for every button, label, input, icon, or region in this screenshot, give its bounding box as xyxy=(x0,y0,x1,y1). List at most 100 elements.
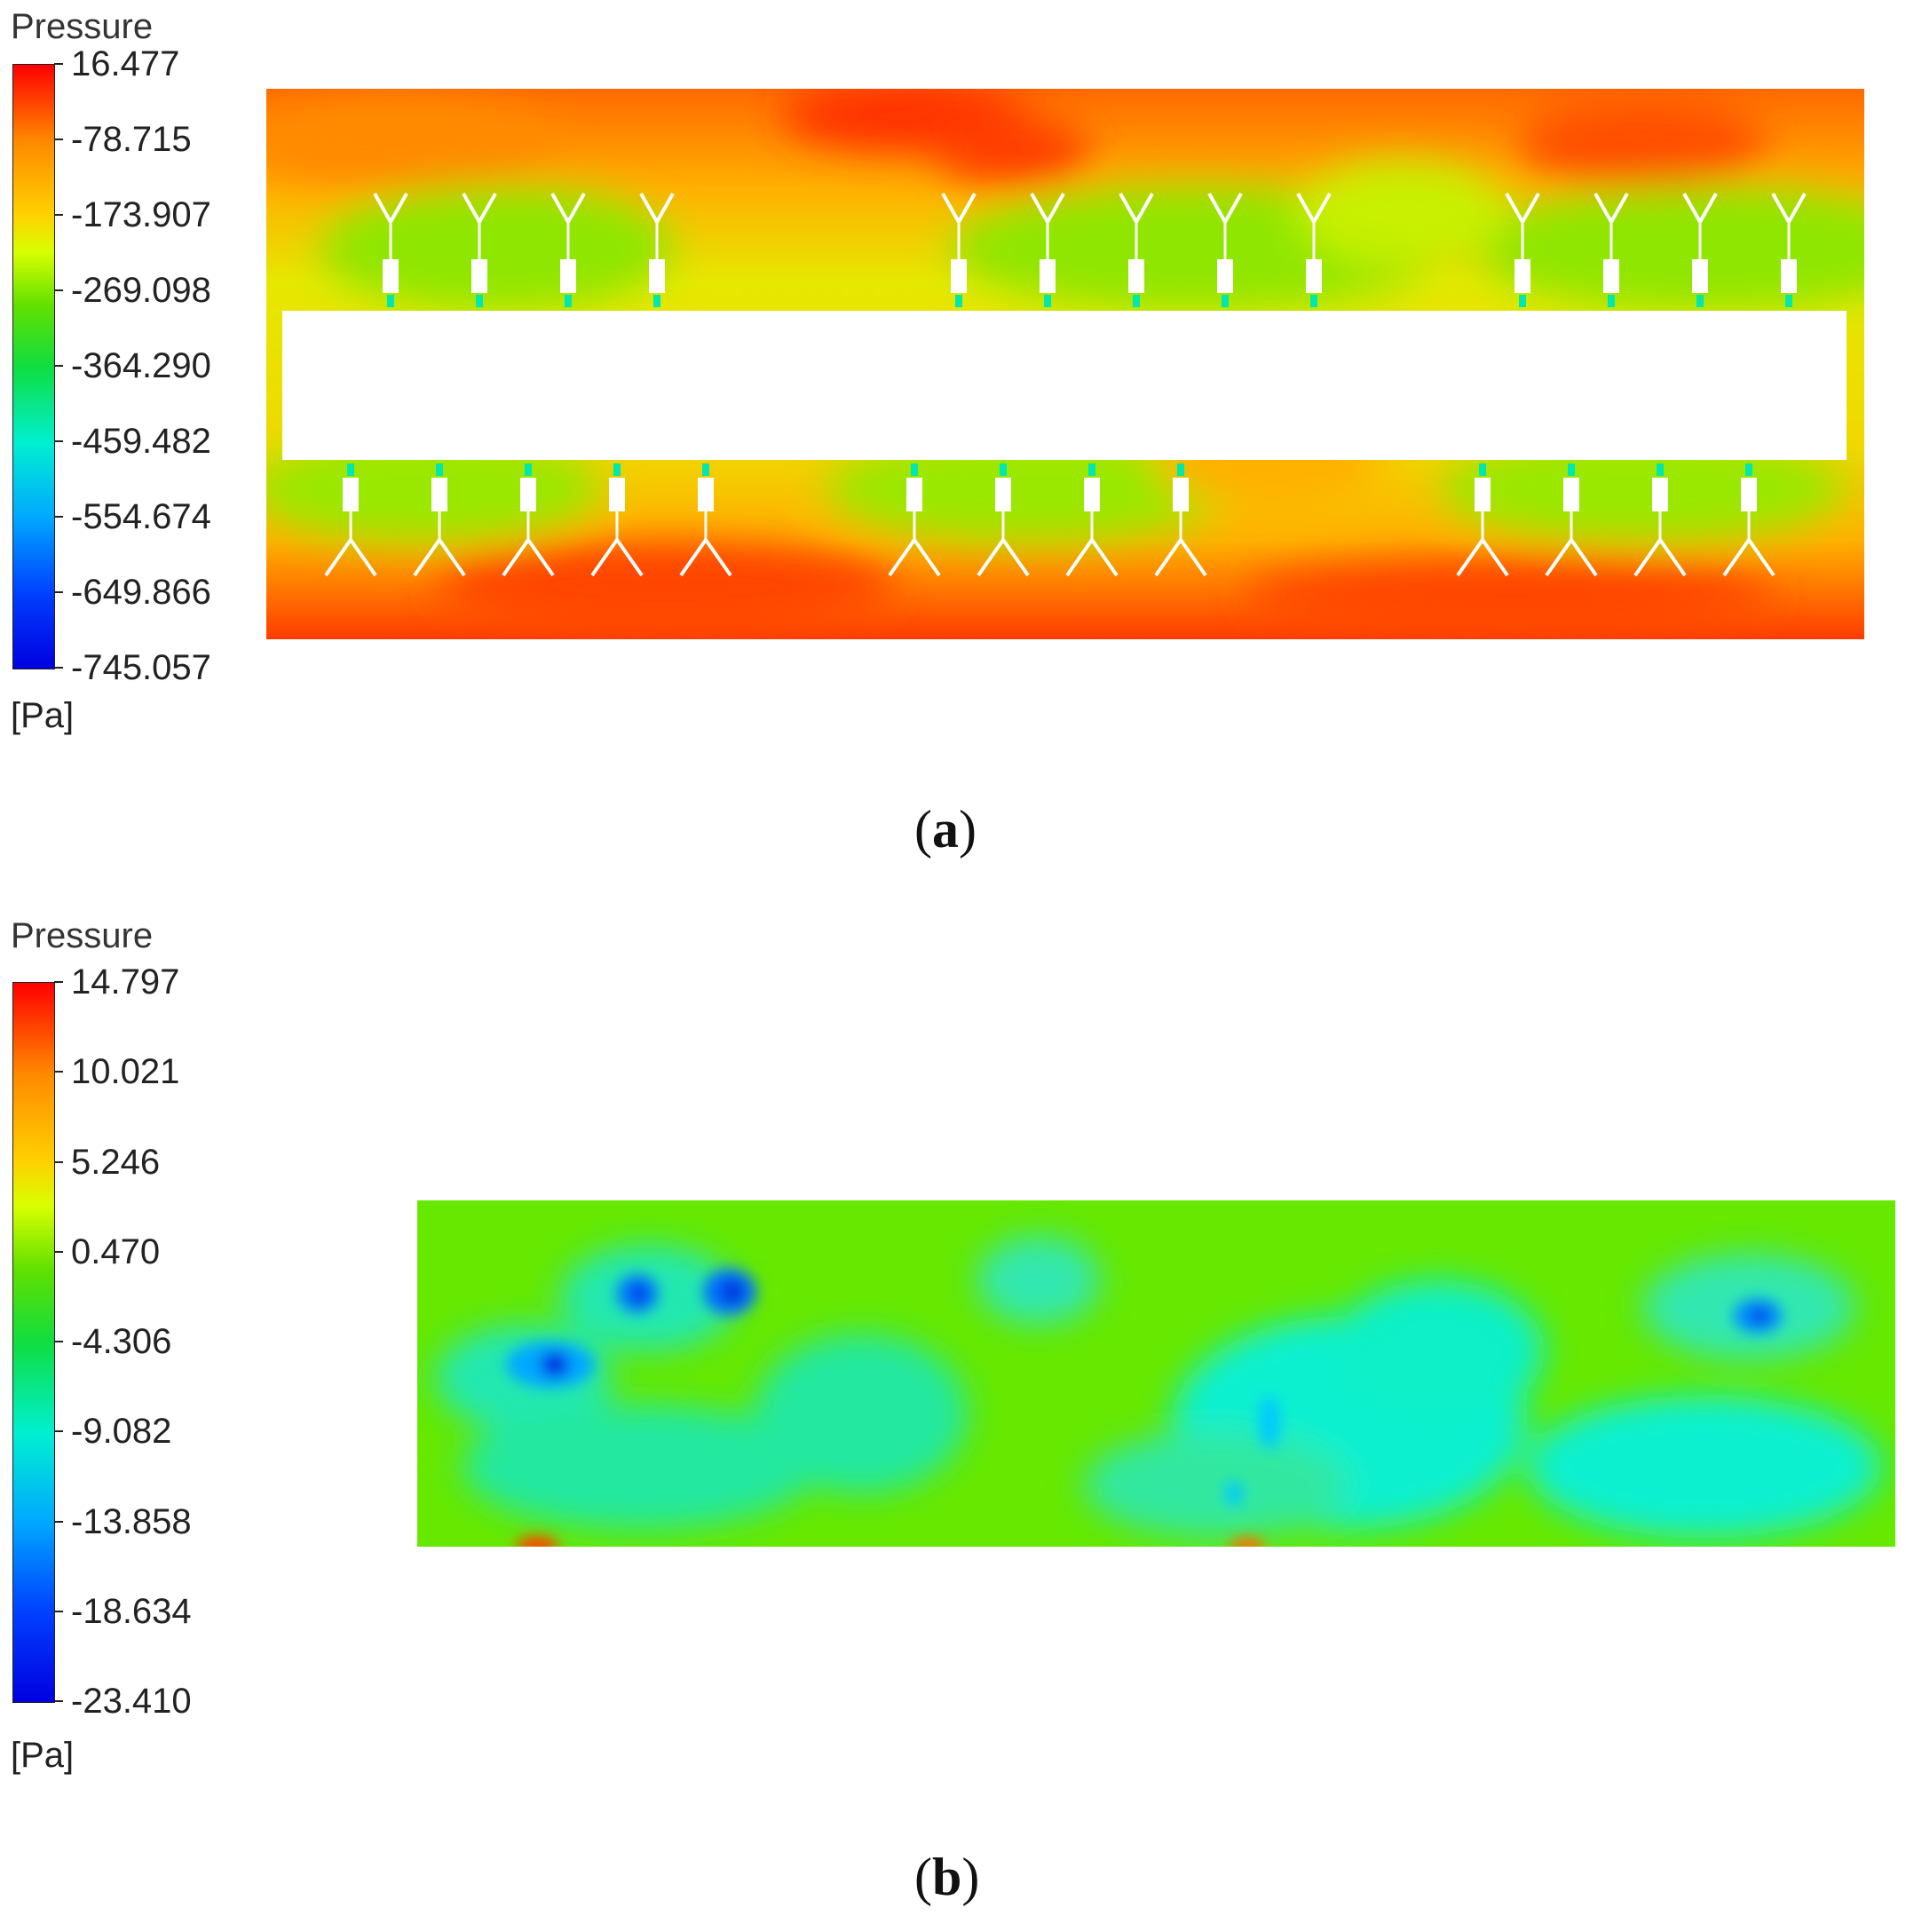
nozzle-body xyxy=(471,259,487,293)
nozzle-outlet xyxy=(347,463,354,476)
nozzle-vane xyxy=(1223,193,1243,223)
nozzle-vane xyxy=(1001,538,1030,577)
nozzle-body xyxy=(649,259,665,293)
colorbar-tick xyxy=(54,1430,63,1433)
colorbar-tick-label: -4.306 xyxy=(71,1322,172,1361)
colorbar-tick xyxy=(54,214,63,216)
colorbar-a xyxy=(12,64,55,669)
colorbar-tick-label: -173.907 xyxy=(71,195,211,234)
pressure-field-a xyxy=(266,89,1864,639)
nozzle-vane xyxy=(1594,193,1613,223)
nozzle-outlet xyxy=(1044,295,1051,307)
nozzle-vane xyxy=(957,193,977,223)
nozzle-body xyxy=(609,478,625,511)
colorbar-tick-label: -78.715 xyxy=(71,120,192,159)
nozzle-vane xyxy=(1481,538,1509,577)
colorbar-tick xyxy=(54,1700,63,1702)
pressure-field-b xyxy=(417,1200,1895,1547)
nozzle-vane xyxy=(438,538,466,577)
nozzle-body xyxy=(1563,478,1579,511)
nozzle-body xyxy=(1603,259,1619,293)
nozzle-outlet xyxy=(1479,463,1486,476)
nozzle-body xyxy=(1084,478,1100,511)
nozzle-outlet xyxy=(565,295,572,307)
nozzle-body xyxy=(1515,259,1530,293)
colorbar-tick xyxy=(54,1341,63,1342)
nozzle-outlet xyxy=(387,295,394,307)
nozzle-vane xyxy=(1545,538,1573,577)
nozzle-outlet xyxy=(476,295,483,307)
nozzle-body xyxy=(1652,478,1668,511)
colorbar-tick xyxy=(54,1160,63,1163)
nozzle-vane xyxy=(1505,193,1524,223)
colorbar-title: Pressure xyxy=(11,7,154,46)
nozzle-outlet xyxy=(702,463,709,476)
colorbar-tick-label: -269.098 xyxy=(71,271,211,310)
nozzle-outlet xyxy=(1696,295,1704,307)
nozzle-body xyxy=(520,478,536,511)
nozzle-array xyxy=(324,193,1807,577)
colorbar-tick-label: -364.290 xyxy=(71,346,211,385)
colorbar-tick xyxy=(54,139,63,140)
nozzle-vane xyxy=(502,538,530,577)
nozzle-vane xyxy=(324,538,352,577)
field-blobs xyxy=(435,1236,1882,1538)
colorbar-tick xyxy=(54,591,63,593)
nozzle-vane xyxy=(679,538,708,577)
colorbar-tick xyxy=(54,667,63,669)
panel-caption-b: (b) xyxy=(914,1848,980,1906)
nozzle-outlet xyxy=(436,463,443,476)
colorbar-title: Pressure xyxy=(11,916,154,955)
nozzle-vane xyxy=(913,538,941,577)
nozzle-body xyxy=(995,478,1011,511)
colorbar-tick xyxy=(54,1071,63,1073)
nozzle-body xyxy=(1306,259,1322,293)
nozzle-body xyxy=(343,478,359,511)
nozzle-body xyxy=(560,259,576,293)
nozzle-vane xyxy=(1787,193,1807,223)
nozzle-vane xyxy=(1090,538,1119,577)
nozzle-vane xyxy=(655,193,675,223)
nozzle-outlet xyxy=(955,295,962,307)
nozzle-body xyxy=(1040,259,1056,293)
nozzle-body xyxy=(1692,259,1708,293)
colorbar-tick xyxy=(54,63,63,65)
nozzle-body xyxy=(383,259,399,293)
nozzle-vane xyxy=(1154,538,1182,577)
nozzle-outlet xyxy=(1088,463,1095,476)
nozzle-vane xyxy=(1722,538,1751,577)
nozzle-body xyxy=(1217,259,1233,293)
colorbar-tick-label: -459.482 xyxy=(71,422,211,461)
nozzle-outlet xyxy=(1608,295,1615,307)
nozzle-vane xyxy=(1456,538,1484,577)
nozzle-vane xyxy=(566,193,586,223)
nozzle-vane xyxy=(1119,193,1138,223)
nozzle-vane xyxy=(462,193,481,223)
nozzle-body xyxy=(431,478,447,511)
nozzle-vane xyxy=(888,538,916,577)
nozzle-vane xyxy=(1609,193,1629,223)
colorbar-tick xyxy=(54,365,63,367)
nozzle-vane xyxy=(1570,538,1598,577)
colorbar-tick-label: 0.470 xyxy=(71,1231,161,1271)
nozzle-outlet xyxy=(1000,463,1007,476)
colorbar-tick xyxy=(54,516,63,518)
nozzle-outlet xyxy=(911,463,918,476)
colorbar-tick xyxy=(54,1610,63,1612)
nozzle-outlet xyxy=(1519,295,1526,307)
nozzle-body xyxy=(951,259,967,293)
colorbar-unit: [Pa] xyxy=(11,696,75,735)
nozzle-outlet xyxy=(1785,295,1792,307)
nozzle-body xyxy=(1781,259,1797,293)
nozzle-vane xyxy=(1065,538,1094,577)
nozzle-vane xyxy=(1207,193,1227,223)
colorbar-tick-label: 10.021 xyxy=(71,1052,180,1092)
nozzle-vane xyxy=(413,538,441,577)
nozzle-vane xyxy=(1521,193,1540,223)
nozzle-vane xyxy=(1312,193,1332,223)
colorbar-tick-label: -18.634 xyxy=(71,1591,192,1631)
nozzle-outlet xyxy=(1177,463,1184,476)
colorbar-tick-label: -649.866 xyxy=(71,573,211,612)
nozzle-outlet xyxy=(1745,463,1752,476)
colorbar-tick xyxy=(54,289,63,291)
